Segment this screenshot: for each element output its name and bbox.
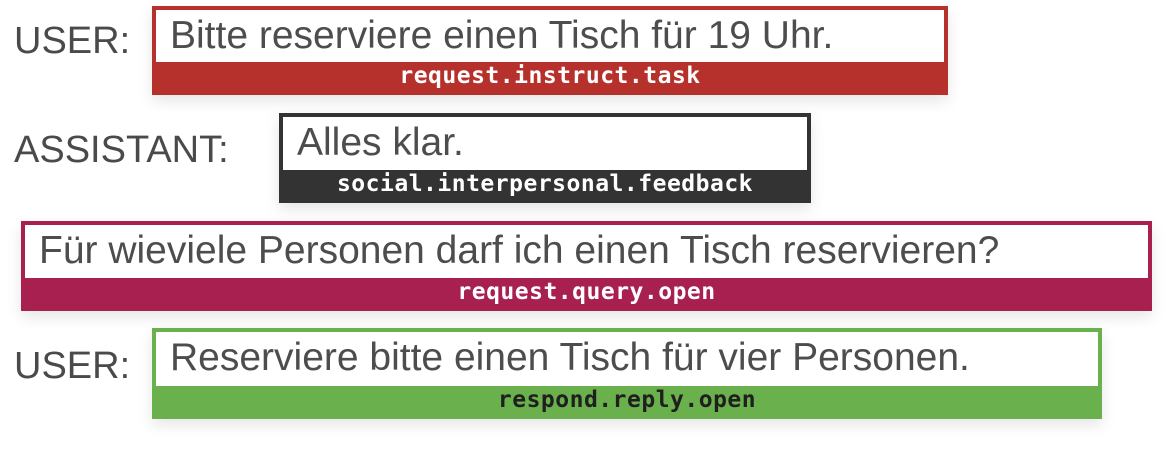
speaker-label-user: USER: — [14, 20, 131, 62]
speaker-label-assistant: ASSISTANT: — [14, 129, 229, 171]
utterance-text: Alles klar. — [283, 117, 807, 170]
dialogue-act-label: request.instruct.task — [156, 62, 944, 91]
utterance-box-turn-1: Bitte reserviere einen Tisch für 19 Uhr.… — [152, 6, 948, 95]
utterance-text: Bitte reserviere einen Tisch für 19 Uhr. — [156, 10, 944, 62]
dialogue-act-label: request.query.open — [25, 278, 1148, 307]
utterance-box-turn-2: Alles klar. social.interpersonal.feedbac… — [279, 113, 811, 203]
utterance-text: Für wieviele Personen darf ich einen Tis… — [25, 225, 1148, 278]
dialogue-act-label: social.interpersonal.feedback — [283, 170, 807, 199]
dialogue-act-label: respond.reply.open — [156, 386, 1098, 415]
utterance-box-turn-4: Reserviere bitte einen Tisch für vier Pe… — [152, 328, 1102, 419]
speaker-label-user: USER: — [14, 345, 131, 387]
utterance-box-turn-3: Für wieviele Personen darf ich einen Tis… — [21, 221, 1152, 311]
utterance-text: Reserviere bitte einen Tisch für vier Pe… — [156, 332, 1098, 386]
